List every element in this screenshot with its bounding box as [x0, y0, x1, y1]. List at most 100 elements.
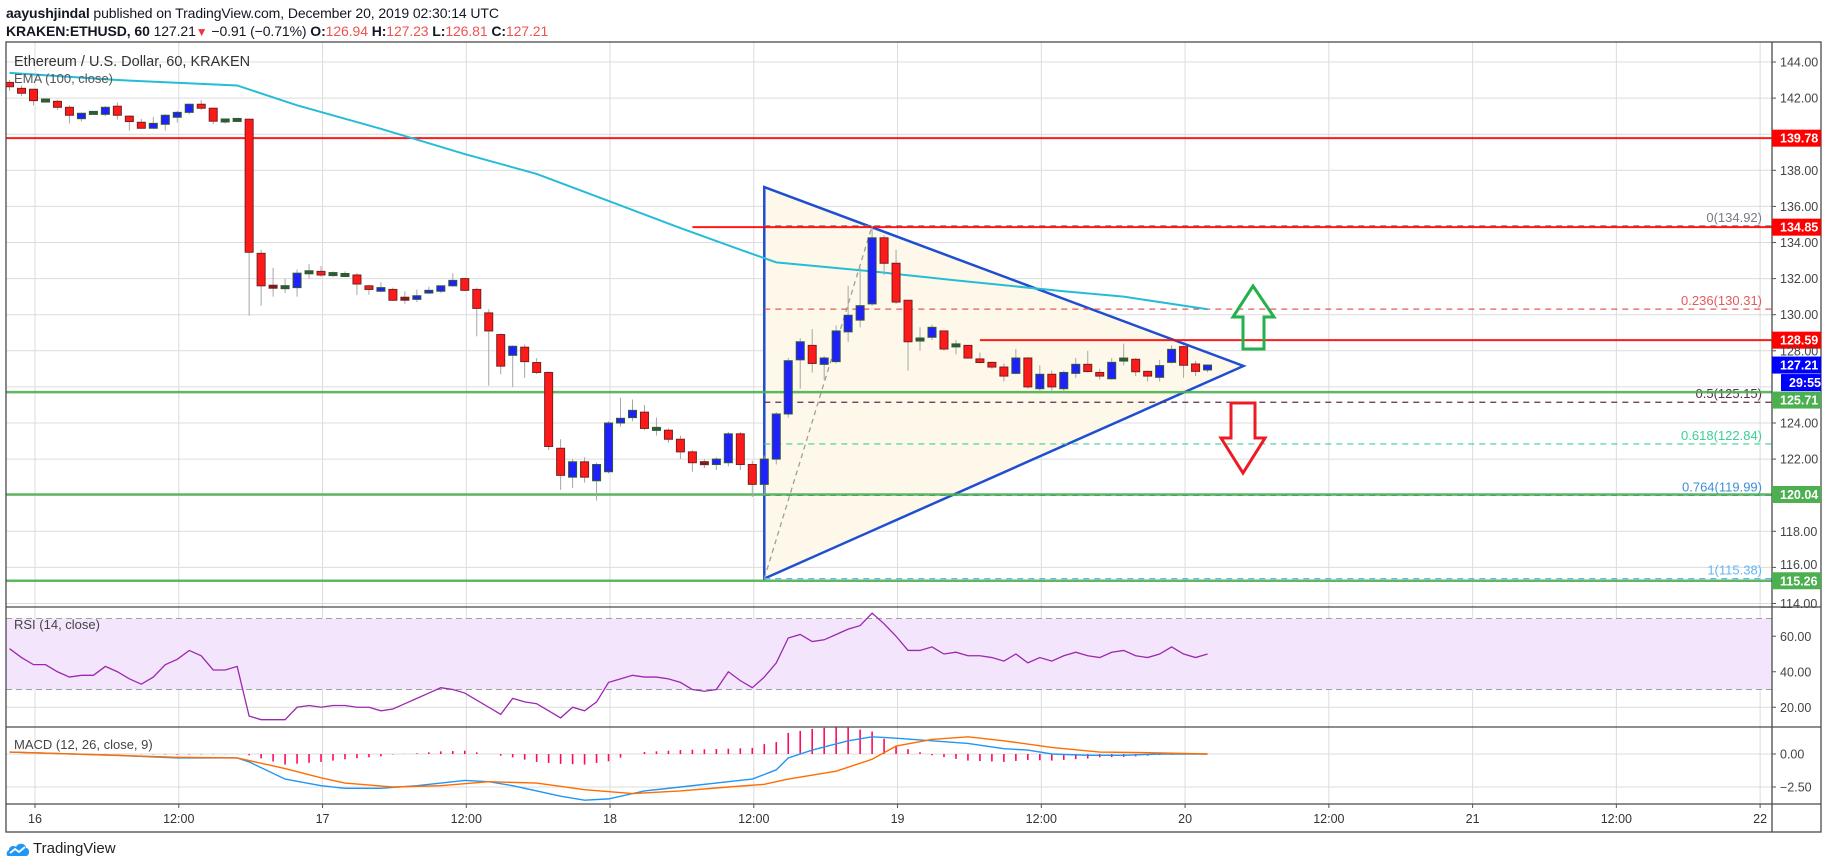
candle[interactable]: [939, 330, 949, 351]
candle[interactable]: [651, 417, 661, 436]
candle[interactable]: [735, 432, 745, 470]
candle[interactable]: [472, 287, 482, 337]
candle[interactable]: [88, 110, 98, 115]
candle[interactable]: [268, 267, 278, 297]
candle[interactable]: [999, 363, 1009, 382]
candle[interactable]: [496, 333, 506, 375]
candle[interactable]: [208, 107, 218, 125]
candle[interactable]: [843, 285, 853, 342]
candle[interactable]: [1155, 359, 1165, 382]
candle[interactable]: [280, 278, 290, 294]
candle[interactable]: [1071, 358, 1081, 378]
candle[interactable]: [532, 358, 542, 375]
candle[interactable]: [747, 460, 757, 498]
candle[interactable]: [1047, 370, 1057, 391]
candle[interactable]: [448, 273, 458, 287]
candle[interactable]: [1083, 350, 1093, 373]
candle[interactable]: [184, 103, 194, 115]
symmetrical-triangle[interactable]: [763, 185, 1247, 581]
candle[interactable]: [29, 88, 38, 106]
candle[interactable]: [100, 106, 110, 117]
candle[interactable]: [951, 339, 961, 355]
candle[interactable]: [580, 457, 590, 483]
candle[interactable]: [1119, 343, 1129, 366]
candle[interactable]: [1059, 370, 1069, 391]
candle[interactable]: [520, 344, 530, 378]
candle[interactable]: [759, 455, 769, 496]
candle[interactable]: [424, 286, 434, 294]
candle[interactable]: [52, 99, 62, 110]
candle[interactable]: [244, 118, 254, 316]
candle[interactable]: [64, 105, 74, 124]
candle[interactable]: [340, 271, 350, 277]
candle[interactable]: [687, 450, 697, 472]
candle[interactable]: [352, 273, 362, 295]
candle[interactable]: [1011, 348, 1021, 375]
author-name[interactable]: aayushjindal: [6, 5, 90, 21]
candle[interactable]: [879, 235, 889, 275]
candle[interactable]: [675, 435, 685, 460]
candle[interactable]: [783, 358, 793, 418]
candle[interactable]: [1191, 360, 1201, 377]
candle[interactable]: [376, 282, 386, 293]
candle[interactable]: [400, 291, 410, 304]
candle[interactable]: [807, 329, 817, 373]
candle[interactable]: [1167, 345, 1177, 364]
candle[interactable]: [76, 112, 86, 122]
candle[interactable]: [172, 110, 182, 123]
candle[interactable]: [1095, 368, 1105, 380]
candle[interactable]: [544, 371, 554, 451]
candle[interactable]: [628, 399, 637, 422]
candle[interactable]: [1023, 357, 1033, 389]
candle[interactable]: [160, 114, 170, 131]
candle[interactable]: [699, 459, 709, 469]
candle[interactable]: [304, 264, 314, 279]
candle[interactable]: [556, 439, 566, 490]
footer-logo[interactable]: TradingView: [6, 840, 116, 857]
candle[interactable]: [903, 299, 913, 371]
candle[interactable]: [639, 404, 649, 431]
candle[interactable]: [1035, 365, 1045, 391]
candle[interactable]: [316, 265, 326, 277]
candle[interactable]: [963, 344, 973, 359]
candle[interactable]: [436, 285, 446, 294]
price-axis[interactable]: 139.78 134.85 128.59 127.21 29:55 125.71 120.0…: [1772, 56, 1821, 795]
candle[interactable]: [616, 397, 626, 427]
candle[interactable]: [975, 352, 985, 364]
candle[interactable]: [592, 462, 602, 501]
fib-trend-line[interactable]: [763, 225, 873, 579]
candle[interactable]: [1143, 370, 1153, 382]
candle[interactable]: [508, 345, 518, 387]
candle[interactable]: [771, 412, 781, 465]
candle[interactable]: [328, 271, 338, 277]
candle[interactable]: [196, 99, 206, 110]
candle[interactable]: [891, 249, 901, 304]
candle[interactable]: [136, 118, 146, 129]
candle[interactable]: [40, 98, 50, 103]
candle[interactable]: [711, 457, 721, 470]
candle[interactable]: [663, 428, 673, 443]
candle[interactable]: [364, 284, 374, 295]
candle[interactable]: [915, 327, 925, 351]
candle[interactable]: [388, 287, 398, 302]
candle[interactable]: [568, 459, 578, 488]
candle[interactable]: [855, 267, 865, 328]
candle[interactable]: [1203, 364, 1213, 373]
candle[interactable]: [867, 225, 877, 306]
candle[interactable]: [256, 249, 266, 306]
candle[interactable]: [987, 361, 997, 369]
candle[interactable]: [795, 338, 805, 389]
candle[interactable]: [292, 269, 302, 297]
candle[interactable]: [1131, 358, 1141, 377]
candle[interactable]: [148, 117, 158, 129]
candle[interactable]: [604, 421, 614, 474]
candle[interactable]: [17, 85, 27, 97]
candle[interactable]: [6, 80, 15, 91]
candle[interactable]: [232, 117, 242, 122]
candle[interactable]: [412, 289, 422, 303]
candle[interactable]: [927, 324, 937, 340]
candle[interactable]: [1107, 358, 1117, 380]
candle[interactable]: [460, 277, 470, 292]
candle[interactable]: [484, 309, 494, 386]
